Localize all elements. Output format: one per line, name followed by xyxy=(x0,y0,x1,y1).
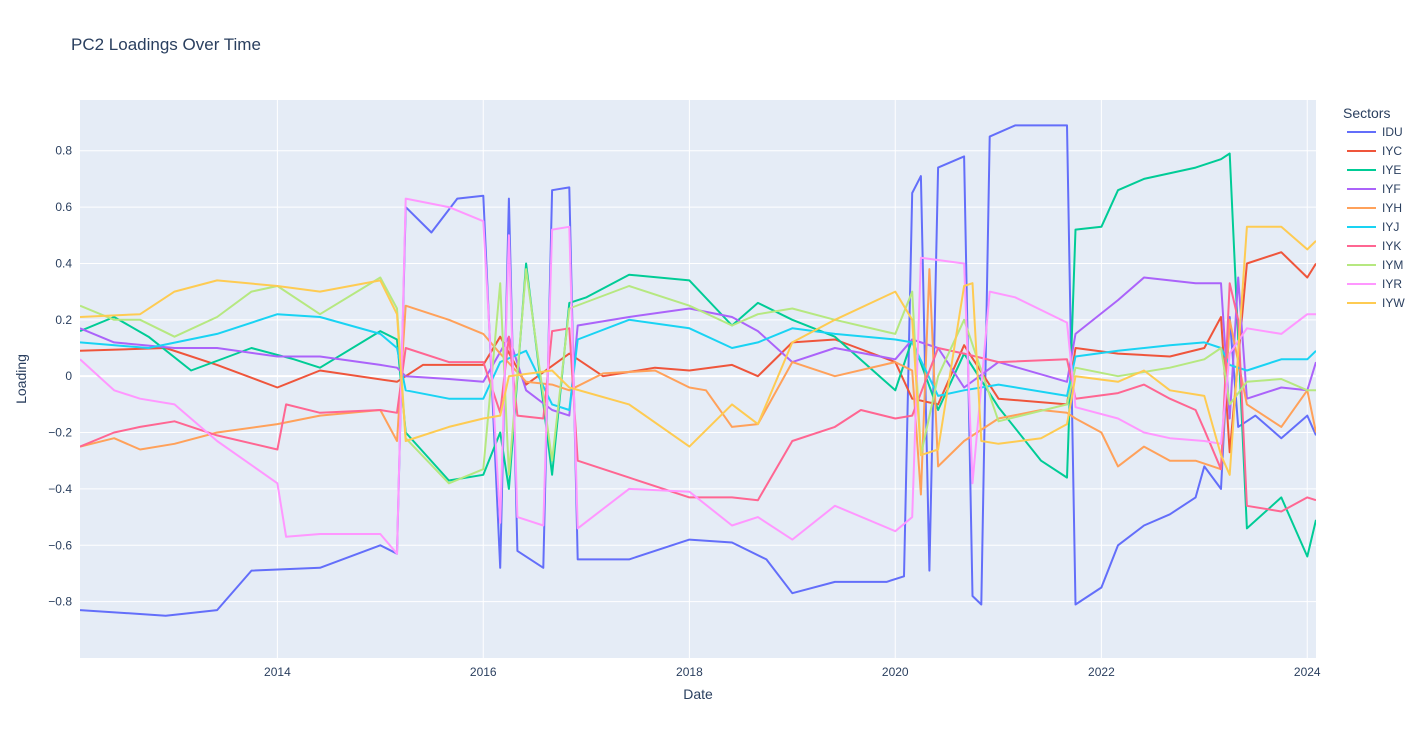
legend-label-iyj: IYJ xyxy=(1382,220,1399,234)
x-tick-label: 2016 xyxy=(470,665,497,679)
series-line-iyc xyxy=(80,251,1316,454)
series-layer xyxy=(80,124,1316,617)
legend-label-iyc: IYC xyxy=(1382,144,1402,158)
series-line-iyr xyxy=(80,197,1316,555)
y-tick-label: 0.8 xyxy=(55,144,72,158)
y-tick-label: 0.6 xyxy=(55,200,72,214)
legend-label-iyh: IYH xyxy=(1382,201,1402,215)
y-tick-label: 0 xyxy=(65,369,72,383)
series-line-iym xyxy=(80,268,1316,485)
y-tick-label: 0.2 xyxy=(55,313,72,327)
legend-title: Sectors xyxy=(1343,105,1390,121)
x-axis-label: Date xyxy=(683,686,713,702)
x-tick-label: 2014 xyxy=(264,665,291,679)
x-tick-label: 2024 xyxy=(1294,665,1321,679)
x-tick-label: 2022 xyxy=(1088,665,1115,679)
series-line-iyk xyxy=(80,282,1316,513)
legend-label-iym: IYM xyxy=(1382,258,1403,272)
series-line-idu xyxy=(80,124,1316,617)
series-line-iyw xyxy=(80,225,1316,476)
series-line-iyh xyxy=(80,268,1316,496)
legend-label-idu: IDU xyxy=(1382,125,1403,139)
chart-title: PC2 Loadings Over Time xyxy=(71,35,261,54)
legend-label-iyf: IYF xyxy=(1382,182,1401,196)
y-tick-labels: −0.8 −0.6 −0.4 −0.2 0 0.2 0.4 0.6 0.8 xyxy=(48,144,72,609)
x-gridlines xyxy=(276,100,1308,658)
y-tick-label: −0.2 xyxy=(48,426,72,440)
legend: Sectors IDU IYC IYE IYF IYH IYJ IYK IYM IYR IYW xyxy=(1343,105,1405,310)
legend-label-iye: IYE xyxy=(1382,163,1401,177)
y-axis-label: Loading xyxy=(13,354,29,404)
legend-label-iyw: IYW xyxy=(1382,296,1405,310)
y-gridlines xyxy=(80,150,1316,603)
legend-label-iyr: IYR xyxy=(1382,277,1402,291)
legend-items: IDU IYC IYE IYF IYH IYJ IYK IYM IYR IYW xyxy=(1347,125,1405,310)
x-tick-label: 2020 xyxy=(882,665,909,679)
x-tick-label: 2018 xyxy=(676,665,703,679)
y-tick-label: −0.8 xyxy=(48,595,72,609)
series-line-iye xyxy=(80,152,1316,558)
y-tick-label: −0.4 xyxy=(48,482,72,496)
x-tick-labels: 2014 2016 2018 2020 2022 2024 xyxy=(264,665,1321,679)
legend-label-iyk: IYK xyxy=(1382,239,1401,253)
series-line-iyj xyxy=(80,313,1316,411)
y-tick-label: 0.4 xyxy=(55,256,72,270)
y-tick-label: −0.6 xyxy=(48,538,72,552)
series-line-iyf xyxy=(80,276,1316,420)
